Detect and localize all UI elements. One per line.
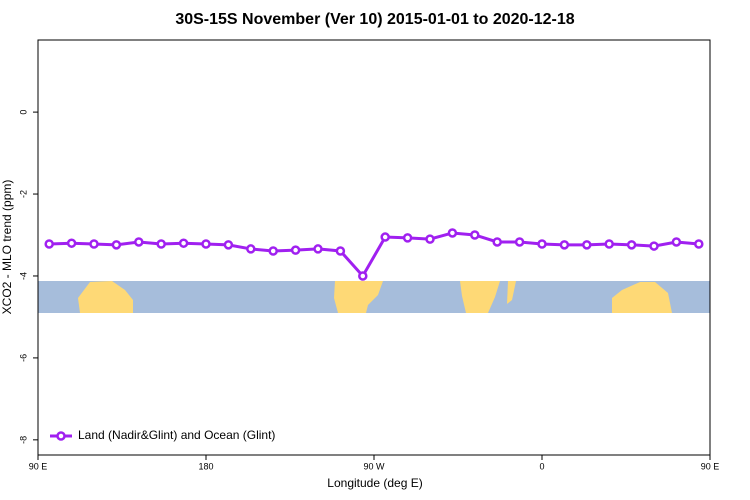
point [268, 246, 278, 256]
point [313, 244, 323, 254]
series-line [49, 231, 699, 279]
map-background [38, 281, 710, 313]
x-tick-label: 0 [539, 461, 544, 471]
legend-label: Land (Nadir&Glint) and Ocean (Glint) [78, 428, 275, 442]
x-tick-label: 90 E [701, 461, 720, 471]
point [514, 237, 525, 247]
y-tick-label: -6 [18, 354, 28, 362]
point [447, 228, 458, 238]
point [111, 240, 122, 250]
y-tick-label: 0 [18, 110, 28, 115]
y-tick-label: -2 [18, 190, 28, 198]
point [425, 234, 435, 244]
point [402, 233, 413, 243]
point [559, 240, 570, 250]
point [89, 239, 99, 249]
point [335, 246, 346, 256]
point [582, 240, 592, 250]
point [290, 245, 301, 255]
x-tick-label: 90 W [363, 461, 385, 471]
point [223, 240, 234, 250]
y-tick-label: -8 [18, 436, 28, 444]
x-tick-label: 180 [198, 461, 213, 471]
point [358, 271, 368, 281]
point [626, 240, 637, 250]
y-axis-label: XCO2 - MLO trend (ppm) [0, 180, 14, 315]
point [649, 241, 659, 251]
y-tick-label: -4 [18, 272, 28, 280]
point [671, 237, 682, 247]
x-tick-label: 90 E [29, 461, 48, 471]
x-axis-label: Longitude (deg E) [327, 476, 422, 490]
point [470, 230, 480, 240]
point [380, 232, 390, 242]
legend-marker [56, 431, 66, 441]
point [201, 239, 211, 249]
point [44, 239, 54, 249]
point [604, 239, 614, 249]
chart-title: 30S-15S November (Ver 10) 2015-01-01 to … [175, 11, 574, 28]
point [537, 239, 547, 249]
point [246, 244, 256, 254]
point [694, 239, 704, 249]
point [178, 238, 189, 248]
point [492, 237, 502, 247]
point [134, 237, 144, 247]
point [156, 239, 166, 249]
point [66, 238, 77, 248]
